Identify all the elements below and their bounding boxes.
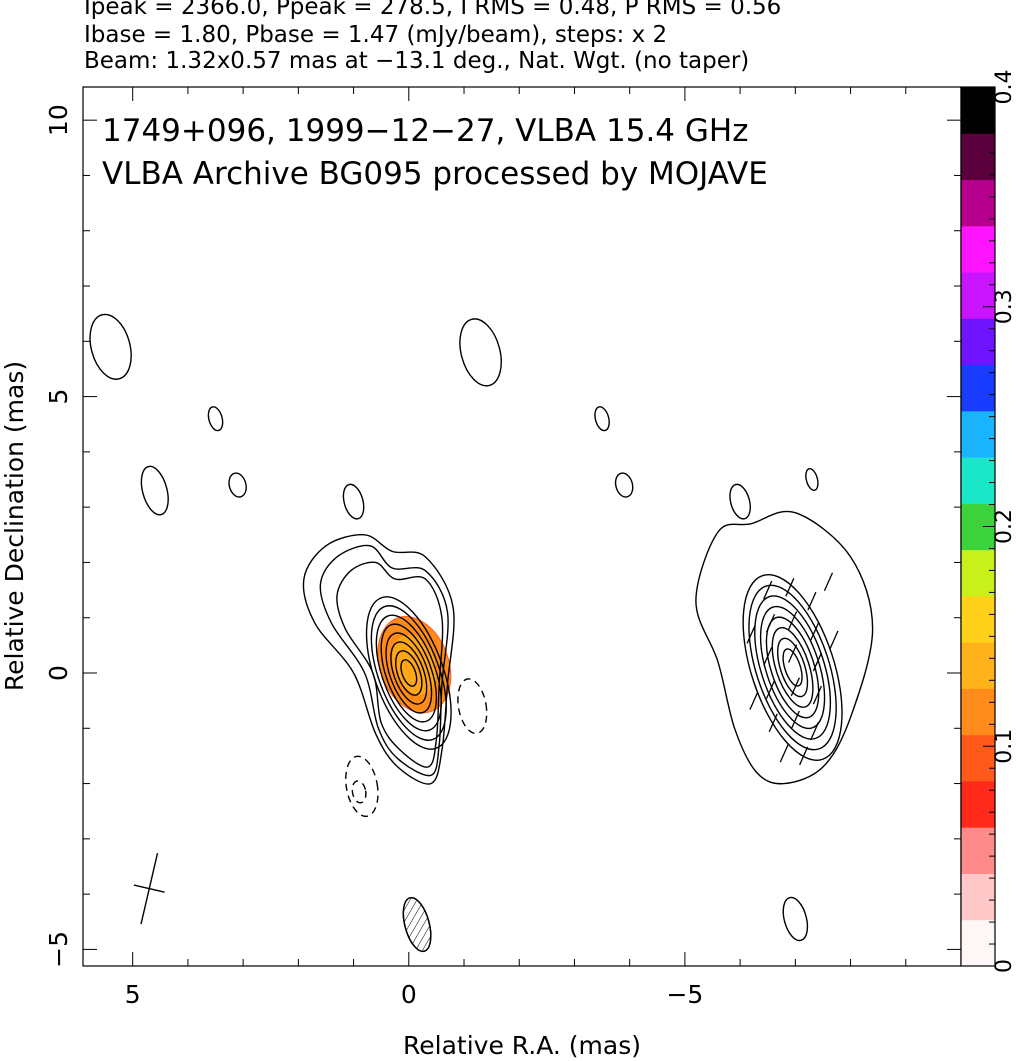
- polarization-vector: [810, 622, 820, 641]
- colorbar-swatch: [961, 780, 995, 828]
- contour-core: [375, 614, 442, 732]
- contour-island: [594, 406, 610, 432]
- polarization-vector: [812, 652, 823, 672]
- x-tick-label: −5: [666, 980, 703, 1009]
- contour-core: [380, 623, 438, 723]
- contour-island: [207, 406, 224, 432]
- contour-island: [729, 483, 751, 520]
- colorbar-tick-label: 0.2: [992, 509, 1017, 544]
- contour-core: [390, 641, 428, 705]
- plot-background: [83, 87, 961, 966]
- x-tick-label: 5: [125, 980, 141, 1009]
- x-tick-label: 0: [401, 980, 417, 1009]
- header-beam-info: Beam: 1.32x0.57 mas at −13.1 deg., Nat. …: [84, 48, 750, 74]
- polarization-vector: [768, 713, 778, 733]
- contour-core: [400, 659, 418, 687]
- map-annotation-archive: VLBA Archive BG095 processed by MOJAVE: [102, 156, 768, 192]
- negative-contour: [351, 780, 367, 804]
- polarization-vector: [799, 746, 809, 766]
- colorbar-swatch: [961, 225, 995, 273]
- contour-core: [776, 637, 809, 698]
- contour-island: [342, 483, 365, 520]
- polarization-vector: [790, 677, 800, 697]
- polarization-vector: [829, 630, 839, 650]
- contour-core: [742, 573, 843, 761]
- colorbar-swatch: [961, 87, 995, 134]
- colorbar-swatch: [961, 595, 995, 643]
- colorbar-swatch: [961, 318, 995, 366]
- contour-island: [140, 465, 169, 516]
- polarization-vector: [765, 680, 776, 699]
- colorbar-tick-label: 0.1: [992, 729, 1017, 764]
- y-tick-label: 10: [44, 104, 73, 136]
- polarization-vector: [763, 580, 773, 600]
- contour-core: [365, 596, 452, 750]
- colorbar-swatch: [961, 734, 995, 782]
- colorbar-swatch: [961, 410, 995, 458]
- colorbar-swatch: [961, 457, 995, 504]
- contour-core: [395, 650, 423, 696]
- y-axis-label: Relative Declination (mas): [0, 361, 29, 691]
- contour-envelope: [695, 510, 874, 785]
- polarization-vector: [785, 578, 795, 597]
- colorbar-swatch: [961, 364, 995, 412]
- contour-core: [748, 584, 837, 751]
- polarization-vector: [779, 743, 789, 763]
- polarization-vector: [763, 647, 773, 666]
- map-annotation-source: 1749+096, 1999−12−27, VLBA 15.4 GHz: [102, 113, 748, 149]
- contour-core: [771, 627, 814, 708]
- contour-envelope: [336, 561, 444, 768]
- beam-minor-axis: [133, 884, 165, 893]
- colorbar-swatch: [961, 549, 995, 597]
- polarization-vector: [765, 613, 776, 633]
- contour-core: [385, 632, 433, 714]
- polarization-vector: [807, 591, 817, 611]
- colorbar-swatch: [961, 873, 995, 921]
- colorbar-tick-label: 0.4: [992, 70, 1017, 105]
- negative-contour: [457, 678, 488, 735]
- contour-core: [782, 648, 803, 687]
- polarization-vector: [810, 721, 820, 741]
- contour-island: [614, 472, 634, 498]
- colorbar-swatch: [961, 272, 995, 319]
- colorbar-swatch: [961, 827, 995, 874]
- polarization-vector: [790, 710, 800, 730]
- x-axis-label: Relative R.A. (mas): [403, 1031, 641, 1060]
- polarization-vector: [787, 611, 798, 630]
- contour-island: [89, 313, 132, 380]
- hatched-island: [402, 896, 432, 953]
- colorbar-swatch: [961, 642, 995, 689]
- header-base-steps: Ibase = 1.80, Pbase = 1.47 (mJy/beam), s…: [84, 22, 668, 48]
- contour-core: [759, 605, 826, 730]
- polarization-vector: [746, 625, 756, 644]
- negative-contour: [345, 755, 379, 818]
- contour-core: [765, 616, 820, 719]
- contour-island: [228, 472, 247, 498]
- y-tick-label: 0: [44, 665, 73, 681]
- contour-island: [805, 468, 819, 491]
- colorbar-tick-label: 0.3: [992, 289, 1017, 324]
- colorbar-swatch: [961, 919, 995, 967]
- contour-island: [782, 896, 809, 942]
- polarization-vector: [787, 644, 798, 663]
- contour-island: [459, 318, 502, 387]
- colorbar-swatch: [961, 133, 995, 181]
- y-tick-label: 5: [44, 389, 73, 405]
- colorbar-tick-label: 0: [992, 959, 1017, 973]
- contour-core: [370, 605, 447, 741]
- polarization-vector: [812, 685, 823, 705]
- polarization-vector: [749, 691, 759, 710]
- polarization-vector: [823, 572, 834, 592]
- colorbar-swatch: [961, 688, 995, 736]
- header-peak-rms: Ipeak = 2366.0, Ppeak = 278.5, I RMS = 0…: [84, 0, 782, 20]
- y-tick-label: −5: [44, 931, 73, 968]
- contour-core: [754, 595, 832, 740]
